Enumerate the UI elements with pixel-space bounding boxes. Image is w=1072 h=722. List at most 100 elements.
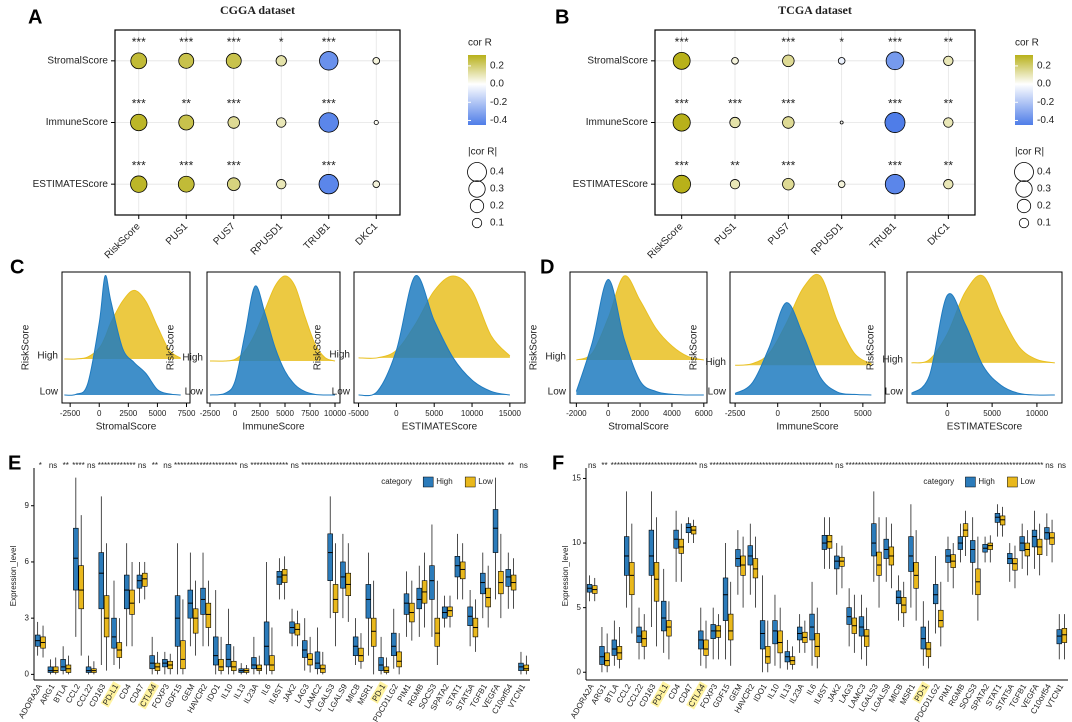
panel-label: B (555, 6, 569, 28)
bubble (731, 57, 739, 65)
density-fill (576, 279, 704, 396)
significance-label: ns (163, 461, 171, 470)
bubble (318, 174, 339, 195)
y-axis-label: RiskScore (866, 324, 877, 370)
y-tick-label: StromalScore (587, 55, 648, 66)
y-tick-label: 9 (25, 501, 30, 510)
box (821, 535, 828, 550)
significance-label: **** (635, 461, 647, 470)
significance-label: **** (187, 461, 199, 470)
density-fill (735, 302, 872, 395)
significance-label: **** (301, 461, 313, 470)
box (653, 562, 660, 602)
size-label: 0.2 (1037, 201, 1051, 212)
significance-label: * (279, 35, 284, 49)
box (648, 529, 655, 576)
y-tick-label: 5 (577, 603, 582, 612)
legend-label: High (978, 477, 994, 486)
y-axis-label: RiskScore (21, 324, 32, 370)
y-tick-label: High (705, 357, 726, 368)
x-tick-label: 15000 (499, 409, 522, 418)
bubble (884, 112, 906, 133)
box (715, 625, 722, 638)
box (314, 651, 321, 670)
significance-label: **** (611, 461, 623, 470)
bubble (276, 117, 287, 128)
box (505, 569, 511, 587)
box (142, 572, 148, 587)
x-axis-label: StromalScore (608, 422, 669, 433)
y-tick-label: ImmuneScore (586, 117, 649, 128)
significance-label: **** (199, 461, 211, 470)
y-tick-label: Low (885, 387, 904, 398)
density-fill (911, 293, 1055, 396)
box (78, 565, 84, 610)
density-curve (735, 273, 872, 366)
x-tick-label: 2000 (631, 409, 649, 418)
significance-label: *** (675, 97, 689, 111)
box (416, 587, 422, 610)
significance-label: *** (179, 35, 193, 49)
box (1012, 558, 1018, 571)
significance-label: * (39, 461, 42, 470)
legend-swatch (1007, 476, 1018, 488)
significance-label: **** (944, 461, 956, 470)
bubble (319, 51, 339, 71)
bubble (943, 179, 954, 190)
colorbar-label: 0.2 (1037, 61, 1051, 72)
box (263, 621, 270, 666)
significance-label: *** (132, 97, 146, 111)
significance-label: **** (845, 461, 857, 470)
bubble (225, 52, 242, 69)
box (599, 646, 605, 665)
x-tick-label: 0 (775, 409, 780, 418)
y-tick-label: Low (548, 387, 567, 398)
significance-label: **** (747, 461, 759, 470)
bubble (782, 116, 795, 129)
x-tick-label: PUS1 (164, 221, 191, 248)
legend-title: category (923, 477, 954, 486)
box (370, 617, 377, 647)
significance-label: **** (808, 461, 820, 470)
bubble (178, 114, 195, 131)
significance-label: *** (888, 158, 902, 172)
x-tick-label: IDO1 (205, 682, 222, 703)
highlight (369, 681, 389, 704)
x-tick-label: 10000 (461, 409, 484, 418)
x-tick-label: DKC1 (354, 221, 381, 248)
significance-label: ** (601, 461, 607, 470)
panel-label: D (540, 256, 554, 278)
box (53, 666, 59, 673)
significance-label: ns (835, 461, 843, 470)
bubble (782, 54, 795, 68)
box (403, 593, 410, 615)
x-tick-label: 5000 (425, 409, 443, 418)
significance-label: ns (87, 461, 95, 470)
size-label: 0.3 (490, 184, 504, 195)
box (1044, 527, 1050, 540)
box (685, 523, 692, 534)
significance-label: **** (932, 461, 944, 470)
significance-label: ** (730, 158, 740, 172)
x-tick-label: 7500 (301, 409, 319, 418)
bubble (318, 112, 339, 133)
y-tick-label: ESTIMATEScore (33, 179, 109, 190)
bubble (884, 174, 906, 195)
panel-label: F (552, 452, 564, 474)
box (187, 589, 194, 619)
density-curve (358, 275, 510, 397)
size-key (468, 180, 486, 198)
x-tick-label: 0 (945, 409, 950, 418)
box (994, 513, 1001, 523)
significance-label: **** (981, 461, 993, 470)
legend-title: |cor R| (1015, 147, 1044, 158)
significance-label: ** (152, 461, 158, 470)
box (834, 555, 840, 570)
significance-label: **** (759, 461, 771, 470)
box (129, 589, 135, 615)
box (925, 642, 932, 658)
box (281, 569, 288, 583)
significance-label: **** (276, 461, 288, 470)
bubble (782, 177, 795, 191)
box (47, 666, 54, 673)
